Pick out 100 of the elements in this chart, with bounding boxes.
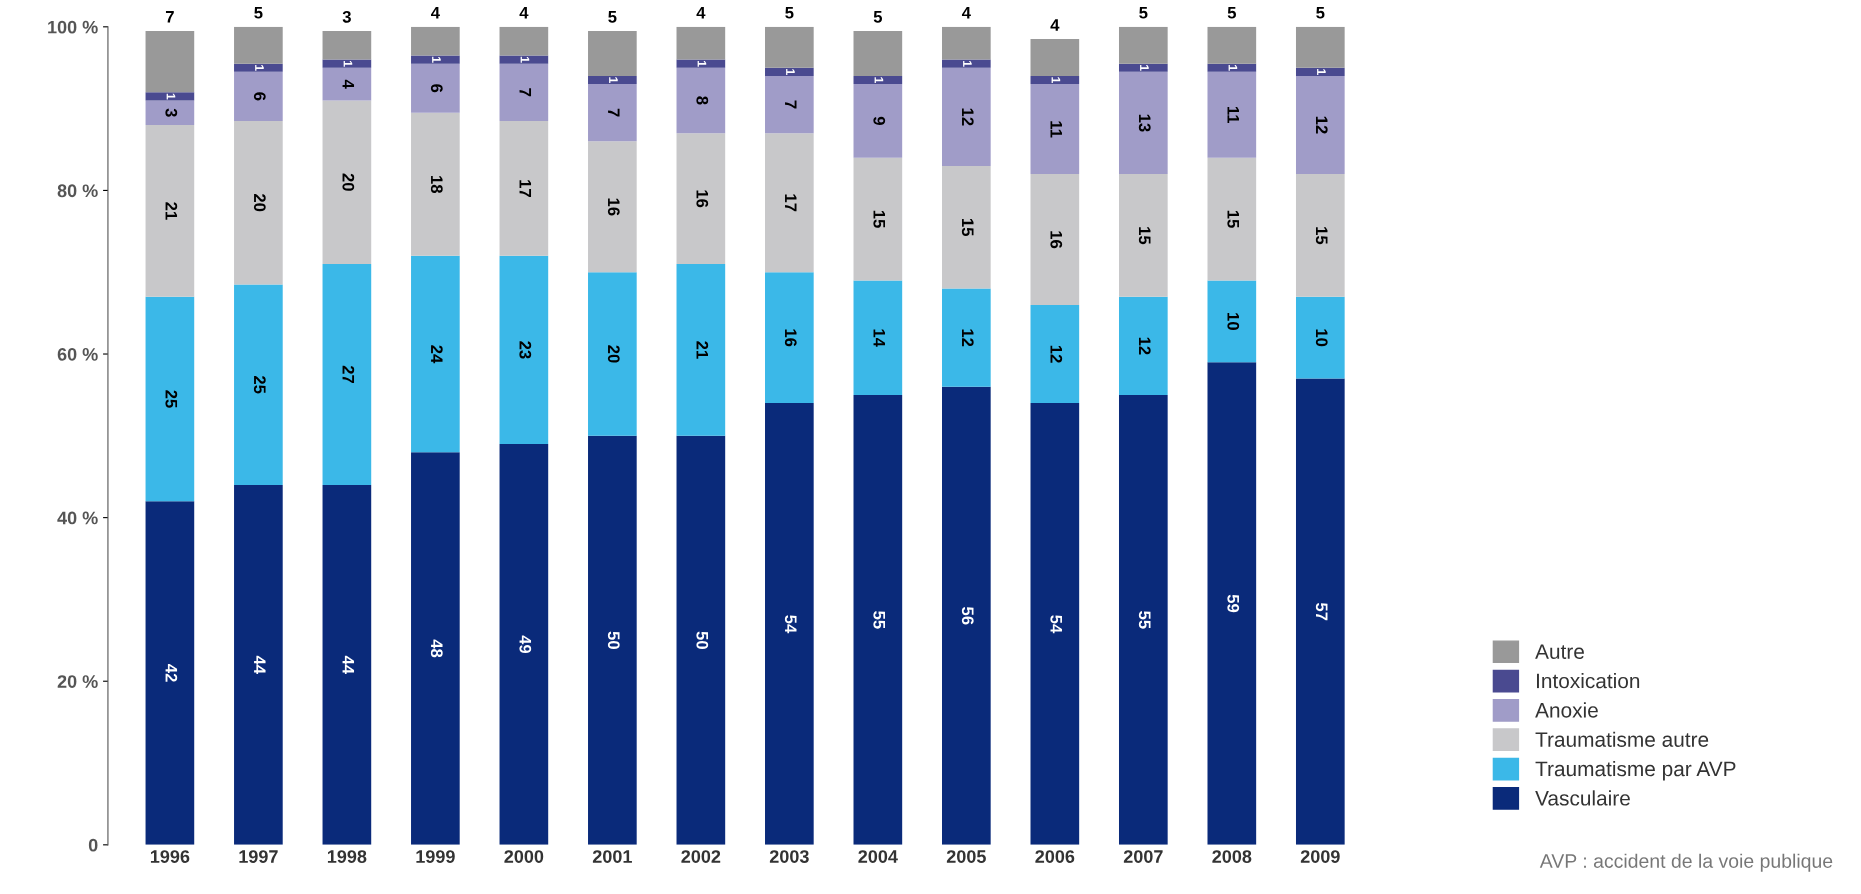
bar bbox=[145, 296, 195, 502]
bar bbox=[1207, 71, 1257, 158]
bar bbox=[853, 280, 903, 395]
bar bbox=[942, 67, 991, 166]
data-label: 44 bbox=[254, 655, 266, 675]
bar bbox=[322, 264, 372, 485]
bar bbox=[765, 26, 814, 68]
data-label: 49 bbox=[519, 635, 532, 654]
legend-label: Traumatisme par AVP bbox=[1535, 760, 1736, 781]
bar bbox=[145, 92, 195, 101]
data-label: 3 bbox=[342, 10, 351, 23]
data-label: 5 bbox=[873, 11, 883, 23]
data-label: 4 bbox=[1050, 19, 1060, 31]
data-label: 12 bbox=[962, 329, 974, 347]
data-label: 15 bbox=[1138, 227, 1151, 245]
bar bbox=[1118, 296, 1168, 395]
data-label: 15 bbox=[873, 210, 885, 228]
data-label: 7 bbox=[165, 11, 174, 23]
bar bbox=[676, 67, 726, 134]
x-tick-label: 1996 bbox=[150, 850, 190, 863]
data-label: 20 bbox=[342, 173, 355, 191]
legend-label: Anoxie bbox=[1535, 702, 1598, 718]
bar bbox=[1295, 296, 1345, 379]
bar bbox=[499, 255, 549, 445]
data-label: 1 bbox=[1228, 65, 1238, 71]
bar bbox=[499, 55, 549, 64]
data-label: 1 bbox=[343, 60, 353, 67]
data-label: 1 bbox=[786, 69, 795, 75]
bar bbox=[1295, 67, 1345, 76]
bar bbox=[411, 55, 460, 64]
bar bbox=[1207, 362, 1257, 845]
data-label: 5 bbox=[785, 6, 794, 19]
bar bbox=[942, 165, 991, 289]
bar bbox=[588, 141, 637, 273]
bar bbox=[322, 59, 372, 68]
x-tick-label: 2006 bbox=[1035, 850, 1075, 863]
data-label: 7 bbox=[785, 100, 797, 109]
bar bbox=[853, 394, 903, 845]
data-label: 7 bbox=[608, 108, 620, 117]
bar bbox=[322, 484, 372, 845]
y-tick-label: 40 % bbox=[57, 511, 98, 525]
bar bbox=[1295, 26, 1345, 68]
bar bbox=[1118, 63, 1168, 72]
bar bbox=[145, 124, 195, 297]
bar bbox=[411, 26, 460, 56]
bar bbox=[676, 133, 726, 265]
data-label: 12 bbox=[1050, 345, 1063, 363]
data-label: 1 bbox=[432, 56, 441, 63]
data-label: 55 bbox=[873, 611, 885, 629]
data-label: 50 bbox=[607, 631, 620, 649]
data-label: 1 bbox=[697, 60, 707, 67]
x-tick-label: 2004 bbox=[858, 850, 898, 863]
data-label: 16 bbox=[1050, 231, 1063, 249]
data-label: 11 bbox=[1050, 121, 1062, 138]
bar bbox=[1295, 378, 1345, 845]
data-label: 1 bbox=[1140, 65, 1149, 71]
data-label: 13 bbox=[1138, 114, 1151, 132]
data-label: 15 bbox=[961, 219, 974, 237]
bar bbox=[588, 75, 637, 85]
data-label: 17 bbox=[519, 180, 532, 197]
bar bbox=[411, 112, 460, 256]
data-label: 11 bbox=[1227, 107, 1239, 124]
data-label: 56 bbox=[961, 607, 974, 625]
data-label: 24 bbox=[431, 345, 443, 364]
data-label: 20 bbox=[253, 194, 266, 212]
x-tick-label: 2008 bbox=[1212, 850, 1252, 863]
data-label: 15 bbox=[1227, 210, 1239, 228]
x-tick-label: 2001 bbox=[592, 850, 632, 863]
bar bbox=[1030, 403, 1080, 845]
data-label: 50 bbox=[696, 631, 709, 649]
bar bbox=[942, 59, 991, 68]
data-label: 16 bbox=[784, 329, 797, 347]
data-label: 44 bbox=[342, 655, 355, 675]
data-label: 27 bbox=[342, 365, 355, 384]
data-label: 1 bbox=[1317, 69, 1326, 75]
x-tick-label: 1998 bbox=[327, 850, 367, 863]
data-label: 21 bbox=[696, 341, 709, 359]
x-tick-label: 2002 bbox=[681, 850, 721, 863]
bar bbox=[765, 403, 814, 845]
bar bbox=[234, 120, 283, 285]
y-tick-label: 100 % bbox=[48, 20, 98, 34]
data-label: 48 bbox=[430, 639, 443, 658]
x-tick-label: 2007 bbox=[1123, 850, 1163, 863]
bar bbox=[234, 71, 283, 121]
bar bbox=[1030, 84, 1080, 175]
data-label: 1 bbox=[520, 56, 530, 63]
data-label: 5 bbox=[1139, 6, 1148, 19]
legend-label: Traumatisme autre bbox=[1535, 731, 1709, 747]
data-label: 23 bbox=[519, 341, 532, 359]
bar bbox=[765, 75, 814, 134]
bar bbox=[322, 67, 372, 101]
data-label: 1 bbox=[963, 60, 972, 67]
data-label: 15 bbox=[1315, 227, 1328, 245]
data-label: 4 bbox=[342, 79, 355, 89]
data-label: 8 bbox=[696, 96, 709, 105]
bar bbox=[1207, 26, 1257, 64]
data-label: 1 bbox=[609, 77, 618, 84]
x-tick-label: 2000 bbox=[504, 850, 544, 863]
bar bbox=[588, 272, 637, 436]
y-tick-label: 20 % bbox=[57, 675, 98, 688]
